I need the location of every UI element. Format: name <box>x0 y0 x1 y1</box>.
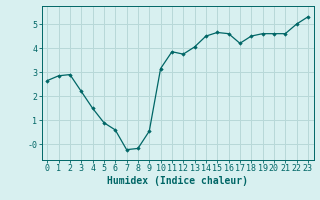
X-axis label: Humidex (Indice chaleur): Humidex (Indice chaleur) <box>107 176 248 186</box>
